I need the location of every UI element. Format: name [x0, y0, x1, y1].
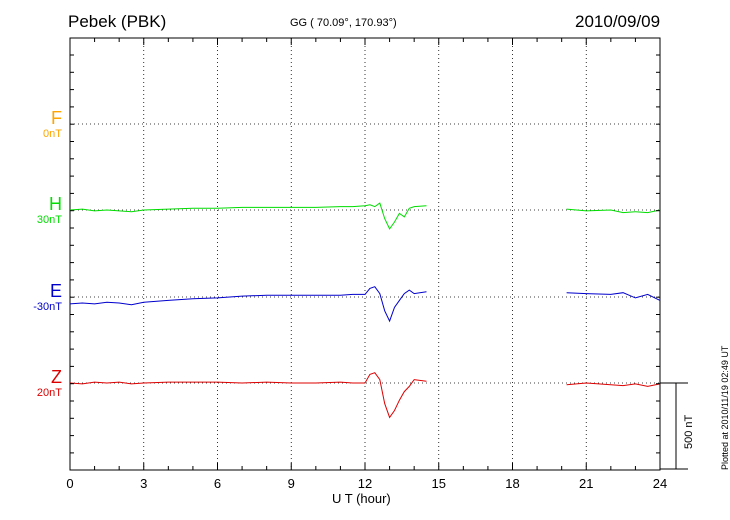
- x-axis-label: U T (hour): [332, 491, 391, 506]
- component-baseline-value: 0nT: [43, 128, 62, 140]
- component-label-z: Z 20nT: [2, 367, 62, 400]
- series-line-e: [566, 292, 661, 301]
- component-label-e: E -30nT: [2, 281, 62, 314]
- component-letter: E: [49, 281, 62, 301]
- grid: [70, 38, 660, 470]
- x-tick-label: 3: [140, 476, 147, 491]
- component-baseline-value: 20nT: [36, 387, 62, 399]
- x-tick-label: 0: [66, 476, 73, 491]
- series-line-h: [69, 202, 427, 230]
- x-tick-label: 6: [214, 476, 221, 491]
- plotted-timestamp: Plotted at 2010/11/19 02:49 UT: [720, 345, 730, 470]
- x-tick-label: 15: [432, 476, 446, 491]
- component-letter: H: [49, 194, 62, 214]
- series-line-h: [566, 208, 661, 214]
- scale-bar: [660, 382, 688, 470]
- x-tick-label: 18: [505, 476, 519, 491]
- station-coordinates: GG ( 70.09°, 170.93°): [290, 17, 397, 29]
- component-baseline-value: 30nT: [36, 214, 62, 226]
- x-tick-label: 21: [579, 476, 593, 491]
- x-tick-label: 24: [653, 476, 667, 491]
- x-tick-label: 9: [288, 476, 295, 491]
- x-ticks: 0 3 6 9 12 15 18 21 24: [66, 38, 667, 491]
- date-label: 2010/09/09: [575, 12, 661, 31]
- component-label-h: H 30nT: [2, 194, 62, 227]
- scale-bar-label: 500 nT: [683, 414, 695, 449]
- component-letter: F: [51, 108, 62, 128]
- component-label-f: F 0nT: [2, 108, 62, 141]
- component-baseline-value: -30nT: [33, 301, 62, 313]
- series-line-e: [69, 286, 427, 323]
- x-tick-label: 12: [358, 476, 372, 491]
- station-title: Pebek (PBK): [68, 12, 167, 31]
- series-traces: [69, 202, 661, 419]
- series-line-z: [69, 372, 427, 419]
- series-line-z: [566, 382, 661, 387]
- component-letter: Z: [51, 367, 62, 387]
